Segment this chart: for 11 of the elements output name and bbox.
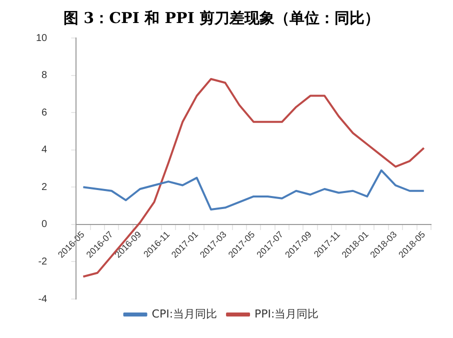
chart-title: 图 3：CPI 和 PPI 剪刀差现象（单位：同比） — [63, 8, 380, 27]
y-tick-label: 6 — [42, 107, 48, 118]
y-tick-label: 0 — [42, 219, 48, 230]
y-tick-label: 10 — [36, 32, 48, 44]
y-tick-label: -2 — [38, 256, 48, 268]
legend-label: CPI:当月同比 — [152, 307, 218, 320]
y-tick-label: 2 — [42, 182, 48, 193]
legend-label: PPI:当月同比 — [254, 307, 319, 320]
y-tick-label: 4 — [42, 144, 48, 156]
y-tick-label: 8 — [42, 70, 48, 82]
y-tick-label: -4 — [38, 294, 48, 305]
